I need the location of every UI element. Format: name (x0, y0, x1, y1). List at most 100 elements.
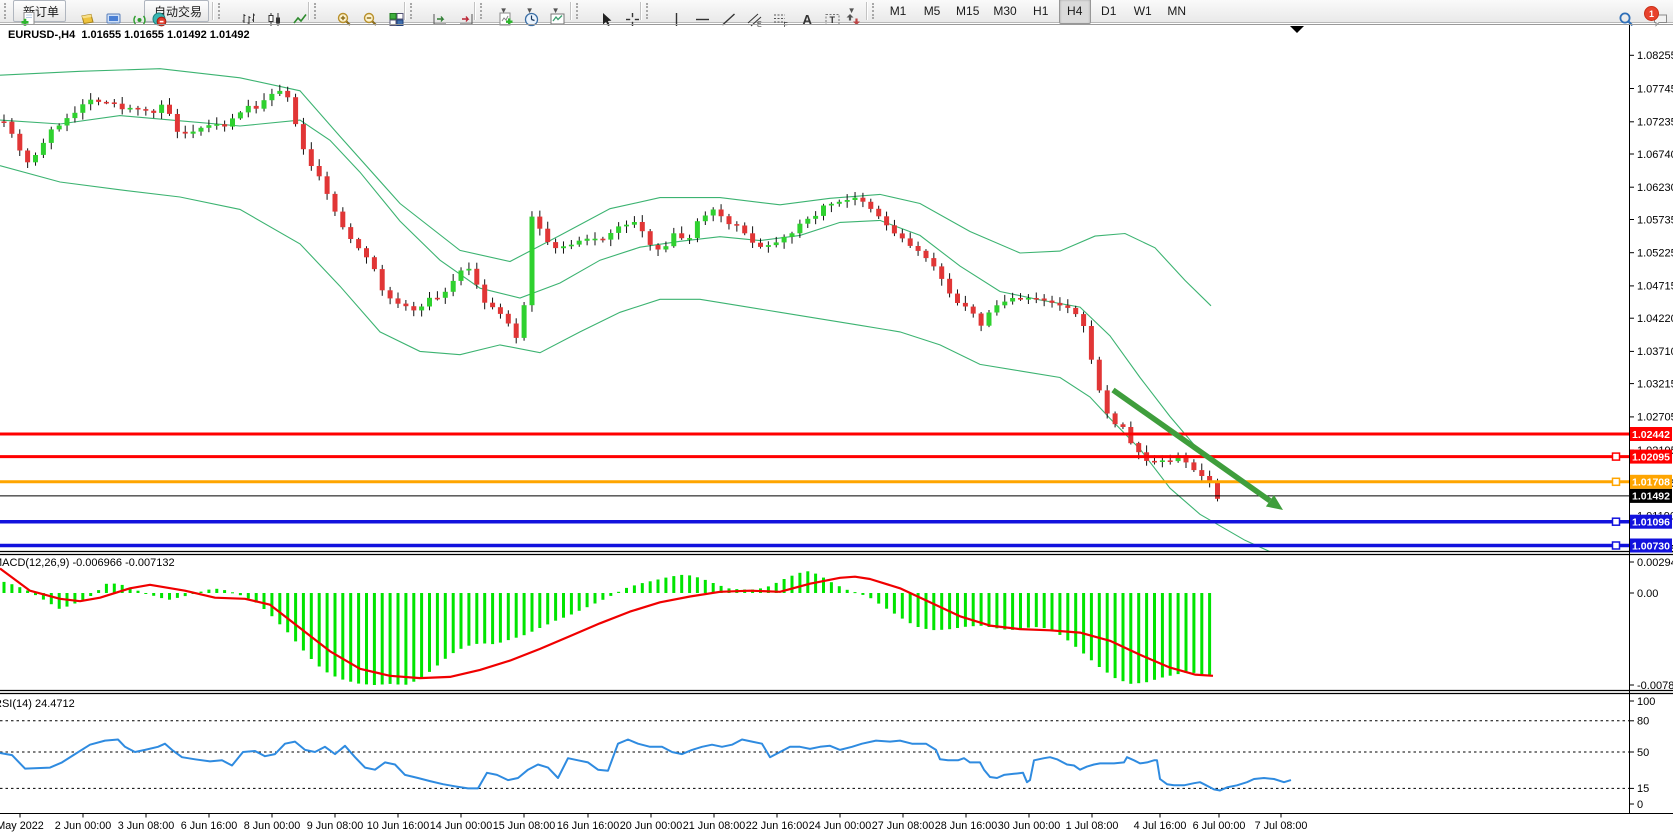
macd-histogram-bar (41, 593, 45, 600)
line-chart-button[interactable] (279, 0, 307, 24)
chevron-down-icon[interactable]: ▼ (525, 6, 534, 15)
macd-histogram-bar (1105, 593, 1109, 673)
svg-text:T: T (830, 15, 836, 25)
crosshair-button[interactable] (611, 0, 640, 26)
time-axis[interactable]: May 2022 2 Jun 00:00 3 Jun 08:00 6 Jun 16:0… (0, 813, 1307, 833)
rsi-panel[interactable] (0, 720, 1629, 792)
candle-body (88, 99, 94, 105)
arrows-button[interactable]: ▼ (837, 0, 863, 25)
tf-d1[interactable]: D1 (1093, 0, 1125, 24)
zoom-out-button[interactable] (349, 0, 377, 26)
candle-body (907, 238, 913, 246)
candle-body (111, 102, 117, 104)
tf-m1[interactable]: M1 (882, 0, 914, 24)
candle-body (293, 97, 299, 125)
resistance-line-2-handle[interactable] (1611, 452, 1621, 461)
candle-body (119, 103, 125, 110)
macd-histogram-bar (546, 593, 550, 625)
chevron-down-icon[interactable]: ▼ (551, 6, 560, 15)
chevron-down-icon[interactable]: ▼ (847, 6, 856, 15)
tf-h4[interactable]: H4 (1058, 0, 1091, 24)
price-tick-label: 1.04715 (1637, 281, 1673, 293)
tf-m30[interactable]: M30 (987, 0, 1022, 24)
time-tick-label: 4 Jul 16:00 (1134, 820, 1187, 832)
candle-body (434, 297, 440, 300)
toolbar-grip (314, 3, 321, 19)
macd-histogram-bar (270, 593, 274, 617)
candle-body (600, 238, 606, 241)
candle-body (135, 107, 141, 110)
macd-histogram-bar (428, 593, 431, 672)
macd-histogram-bar (577, 593, 581, 611)
candle-body (490, 302, 496, 308)
macd-signal-line (0, 567, 1214, 680)
macd-histogram-bar (648, 581, 652, 593)
new-order-button[interactable]: 新订单 (13, 0, 67, 26)
macd-histogram-bar (357, 593, 361, 684)
rsi-tick-label: 15 (1637, 783, 1649, 795)
candle-body (324, 176, 330, 194)
zoom-in-button[interactable] (323, 0, 351, 26)
profile-button[interactable] (66, 0, 94, 25)
chevron-down-icon[interactable]: ▼ (499, 6, 508, 15)
market-watch-button[interactable] (92, 0, 121, 25)
svg-text:1.00730: 1.00730 (1632, 540, 1670, 552)
macd-histogram-bar (798, 572, 802, 593)
macd-histogram-bar (160, 593, 164, 599)
autotrade-button[interactable]: 自动交易 (144, 0, 210, 27)
vertical-line-button[interactable] (655, 0, 681, 26)
price-axis[interactable]: 1.08255 1.07745 1.07235 1.06740 1.06230 1.057… (1629, 50, 1673, 555)
candle-body (348, 227, 354, 239)
candle-body (300, 124, 306, 150)
notifications-button[interactable]: 1 (1639, 0, 1667, 27)
bollinger-bands (0, 68, 1270, 551)
tf-mn[interactable]: MN (1161, 0, 1193, 24)
rsi-tick-label: 0 (1637, 799, 1643, 811)
macd-panel[interactable] (0, 567, 1214, 686)
rsi-line (0, 738, 1292, 792)
candle-body (884, 216, 890, 226)
candle-body (923, 250, 929, 259)
tf-m15[interactable]: M15 (950, 0, 985, 24)
tile-windows-button[interactable] (375, 0, 404, 26)
rsi-axis[interactable]: 100 80 50 15 0 (1629, 696, 1656, 811)
horizontal-line-button[interactable] (681, 0, 710, 22)
support-line-2-handle[interactable] (1611, 541, 1621, 550)
signal-button[interactable] (118, 0, 146, 25)
candle-body (1096, 359, 1102, 391)
candle-body (718, 209, 724, 217)
price-tick-label: 1.03710 (1637, 346, 1673, 358)
tf-h1[interactable]: H1 (1025, 0, 1057, 24)
macd-histogram-bar (215, 588, 219, 593)
bar-chart-button[interactable] (227, 0, 256, 25)
support-line-1-handle[interactable] (1611, 517, 1621, 526)
tf-m5[interactable]: M5 (916, 0, 948, 24)
macd-histogram-bar (1113, 593, 1117, 679)
text-button[interactable]: A (785, 0, 813, 27)
candles-layer[interactable] (1, 84, 1221, 502)
macd-histogram-bar (593, 593, 597, 604)
pivot-line-handle[interactable] (1611, 477, 1621, 487)
tf-h4-label: H4 (1067, 4, 1083, 18)
macd-histogram-bar (443, 593, 447, 659)
cursor-button[interactable] (585, 0, 612, 26)
time-tick-label: 3 Jun 08:00 (118, 820, 174, 832)
trendline-button[interactable] (707, 0, 736, 26)
candle-body (1120, 424, 1126, 427)
macd-histogram-bar (294, 593, 298, 642)
toolbar-separator (308, 2, 310, 20)
periods-button[interactable]: ▼ (515, 0, 541, 27)
candle-body (1104, 390, 1110, 414)
candle-body (1081, 314, 1087, 326)
tf-m30-label: M30 (993, 4, 1017, 18)
macd-histogram-bar (1200, 593, 1204, 675)
macd-histogram-bar (1058, 593, 1062, 635)
macd-histogram-bar (837, 586, 841, 593)
tf-w1[interactable]: W1 (1127, 0, 1159, 24)
down-trend-arrow[interactable] (1111, 387, 1272, 504)
candle-body (679, 233, 685, 239)
candle-chart-button[interactable] (253, 0, 281, 26)
chart-shift-marker[interactable] (1290, 26, 1304, 33)
macd-axis[interactable]: 0.002949 0.00 -0.007895 (1629, 557, 1673, 692)
